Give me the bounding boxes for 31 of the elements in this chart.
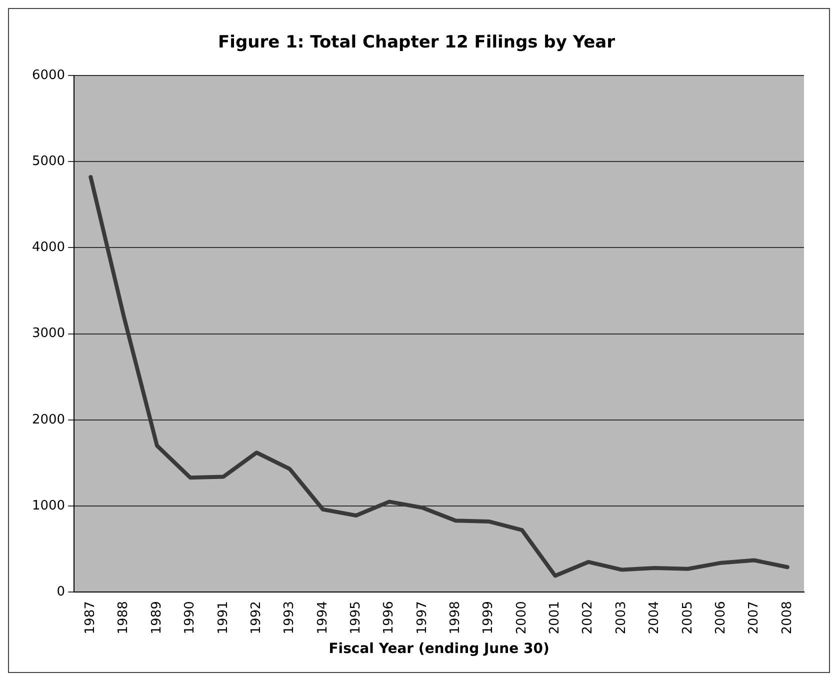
y-tick-label: 3000 [32, 326, 66, 342]
chart-title: Figure 1: Total Chapter 12 Filings by Year [218, 32, 616, 53]
x-tick-label: 2007 [746, 601, 762, 634]
x-tick-label: 2004 [647, 601, 662, 634]
y-tick-label: 5000 [32, 154, 66, 169]
y-tick-label: 6000 [32, 68, 66, 83]
x-tick-label: 2008 [780, 601, 795, 634]
x-tick-label: 2001 [548, 601, 563, 634]
y-tick-label: 2000 [32, 412, 66, 428]
x-tick-label: 1991 [216, 601, 231, 634]
x-tick-label: 1989 [149, 601, 164, 634]
y-tick-label: 1000 [32, 498, 66, 514]
x-tick-label: 1990 [182, 601, 198, 634]
x-tick-label: 2006 [713, 601, 728, 634]
x-tick-label: 1994 [315, 601, 330, 634]
x-tick-label: 1997 [414, 601, 430, 634]
x-axis-title: Fiscal Year (ending June 30) [328, 641, 550, 658]
x-tick-label: 1988 [116, 601, 132, 634]
x-tick-label: 1996 [382, 601, 397, 634]
x-tick-label: 1995 [348, 601, 364, 634]
x-tick-label: 1993 [282, 601, 298, 634]
x-tick-label: 2002 [580, 601, 596, 634]
x-tick-label: 2003 [614, 601, 629, 634]
y-tick-label: 4000 [32, 240, 66, 256]
x-tick-label: 2005 [680, 601, 696, 634]
x-tick-label: 1987 [83, 601, 98, 634]
y-tick-label: 0 [56, 584, 66, 600]
x-tick-label: 1999 [481, 601, 496, 634]
x-tick-label: 2000 [514, 601, 530, 634]
x-tick-label: 1998 [448, 601, 464, 634]
x-tick-label: 1992 [248, 601, 264, 634]
